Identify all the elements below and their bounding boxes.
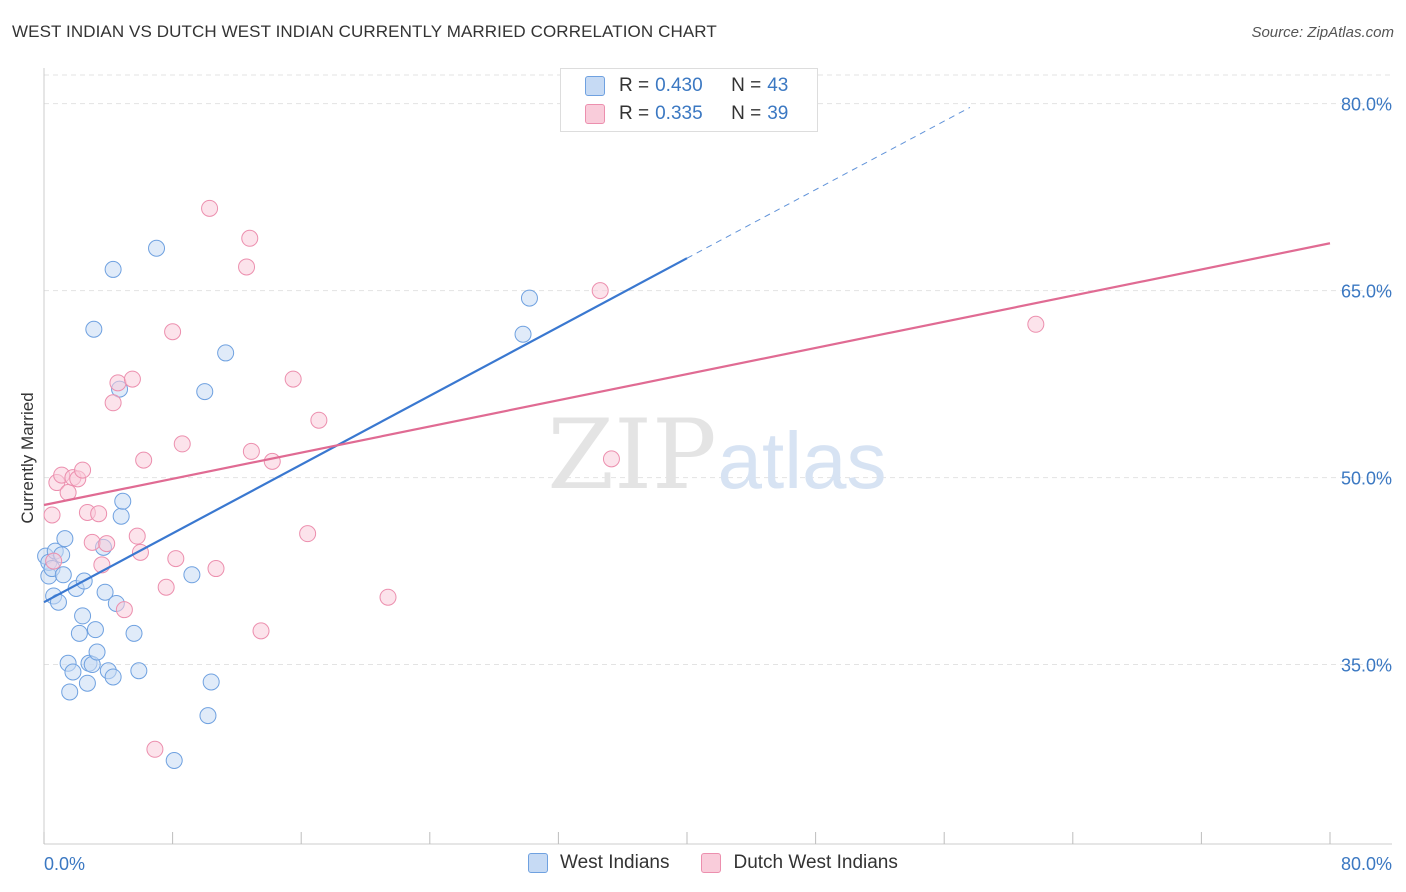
y-tick-label: 35.0%	[1341, 656, 1392, 676]
data-point	[123, 370, 141, 388]
series-legend: West Indians Dutch West Indians	[528, 852, 930, 874]
data-point	[173, 435, 191, 453]
west-indians-points	[37, 239, 538, 769]
data-point	[61, 683, 79, 701]
data-point	[109, 374, 127, 392]
trend-lines	[43, 106, 1331, 604]
correlation-legend: R = 0.430 N = 43 R = 0.335 N = 39	[560, 68, 818, 132]
data-point	[146, 740, 164, 758]
data-point	[125, 624, 143, 642]
legend-item-dutch-west-indians[interactable]: Dutch West Indians	[701, 852, 898, 874]
legend-swatch-dutch-west-indians	[701, 853, 722, 873]
data-point	[217, 344, 235, 362]
data-point	[128, 527, 146, 545]
legend-n-value: 39	[767, 103, 789, 124]
data-point	[514, 325, 532, 343]
data-point	[241, 229, 259, 247]
data-point	[54, 566, 72, 584]
data-point	[201, 199, 219, 217]
legend-r-value: 0.430	[655, 75, 703, 96]
data-point	[202, 673, 220, 691]
data-point	[238, 258, 256, 276]
data-point	[83, 533, 101, 551]
data-point	[165, 751, 183, 769]
legend-label-dutch-west-indians: Dutch West Indians	[733, 852, 898, 873]
legend-item-west-indians[interactable]: West Indians	[528, 852, 669, 874]
x-tick-label: 80.0%	[1341, 854, 1392, 874]
data-point	[299, 525, 317, 543]
legend-n-label: N =	[731, 103, 762, 124]
trend-line	[43, 257, 688, 604]
data-point	[284, 370, 302, 388]
data-point	[115, 601, 133, 619]
data-point	[88, 643, 106, 661]
tick-labels: 35.0% 50.0% 65.0% 80.0% 0.0% 80.0%	[44, 95, 1392, 874]
data-point	[64, 663, 82, 681]
data-point	[164, 323, 182, 341]
y-tick-label: 50.0%	[1341, 469, 1392, 489]
x-tick-label: 0.0%	[44, 854, 85, 874]
data-point	[74, 461, 92, 479]
grid-lines	[44, 74, 1392, 666]
data-point	[78, 674, 96, 692]
legend-n-label: N =	[731, 75, 762, 96]
data-point	[591, 282, 609, 300]
watermark: ZIP atlas	[547, 399, 886, 511]
data-point	[263, 452, 281, 470]
data-point	[520, 289, 538, 307]
data-point	[86, 621, 104, 639]
legend-r-label: R =	[619, 103, 650, 124]
data-point	[183, 566, 201, 584]
data-point	[114, 492, 132, 510]
source-label: Source: ZipAtlas.com	[1251, 24, 1394, 41]
data-point	[379, 588, 397, 606]
legend-swatch-west-indians	[528, 853, 548, 873]
data-point	[1027, 315, 1045, 333]
data-point	[104, 394, 122, 412]
legend-swatch-west-indians	[585, 76, 605, 96]
data-point	[74, 607, 92, 625]
data-point	[135, 451, 153, 469]
y-tick-label: 80.0%	[1341, 95, 1392, 115]
data-point	[148, 239, 166, 257]
legend-row-dutch-west-indians: R = 0.335 N = 39	[585, 102, 788, 126]
legend-row-west-indians: R = 0.430 N = 43	[585, 74, 788, 98]
watermark-atlas: atlas	[718, 416, 887, 505]
axes	[43, 68, 1392, 845]
data-point	[45, 552, 63, 570]
data-point	[207, 560, 225, 578]
data-point	[90, 505, 108, 523]
data-point	[242, 442, 260, 460]
data-point	[43, 506, 61, 524]
legend-swatch-dutch-west-indians	[585, 104, 605, 124]
data-point	[104, 260, 122, 278]
trend-line-extension	[686, 106, 971, 259]
data-point	[98, 535, 116, 553]
trend-line	[43, 242, 1331, 507]
legend-n-value: 43	[767, 75, 789, 96]
data-point	[130, 662, 148, 680]
data-point	[252, 622, 270, 640]
legend-r-value: 0.335	[655, 103, 703, 124]
legend-r-label: R =	[619, 75, 650, 96]
data-point	[96, 583, 114, 601]
watermark-zip: ZIP	[547, 399, 716, 511]
data-point	[602, 450, 620, 468]
data-point	[70, 624, 88, 642]
data-point	[196, 383, 214, 401]
data-point	[56, 530, 74, 548]
data-point	[310, 411, 328, 429]
data-point	[85, 320, 103, 338]
data-point	[157, 578, 175, 596]
data-point	[112, 507, 130, 525]
data-point	[199, 707, 217, 725]
chart-title: WEST INDIAN VS DUTCH WEST INDIAN CURRENT…	[12, 22, 717, 41]
dutch-west-indians-points	[43, 199, 1045, 758]
legend-label-west-indians: West Indians	[560, 852, 670, 873]
y-tick-label: 65.0%	[1341, 282, 1392, 302]
data-point	[104, 668, 122, 686]
data-point	[167, 550, 185, 568]
